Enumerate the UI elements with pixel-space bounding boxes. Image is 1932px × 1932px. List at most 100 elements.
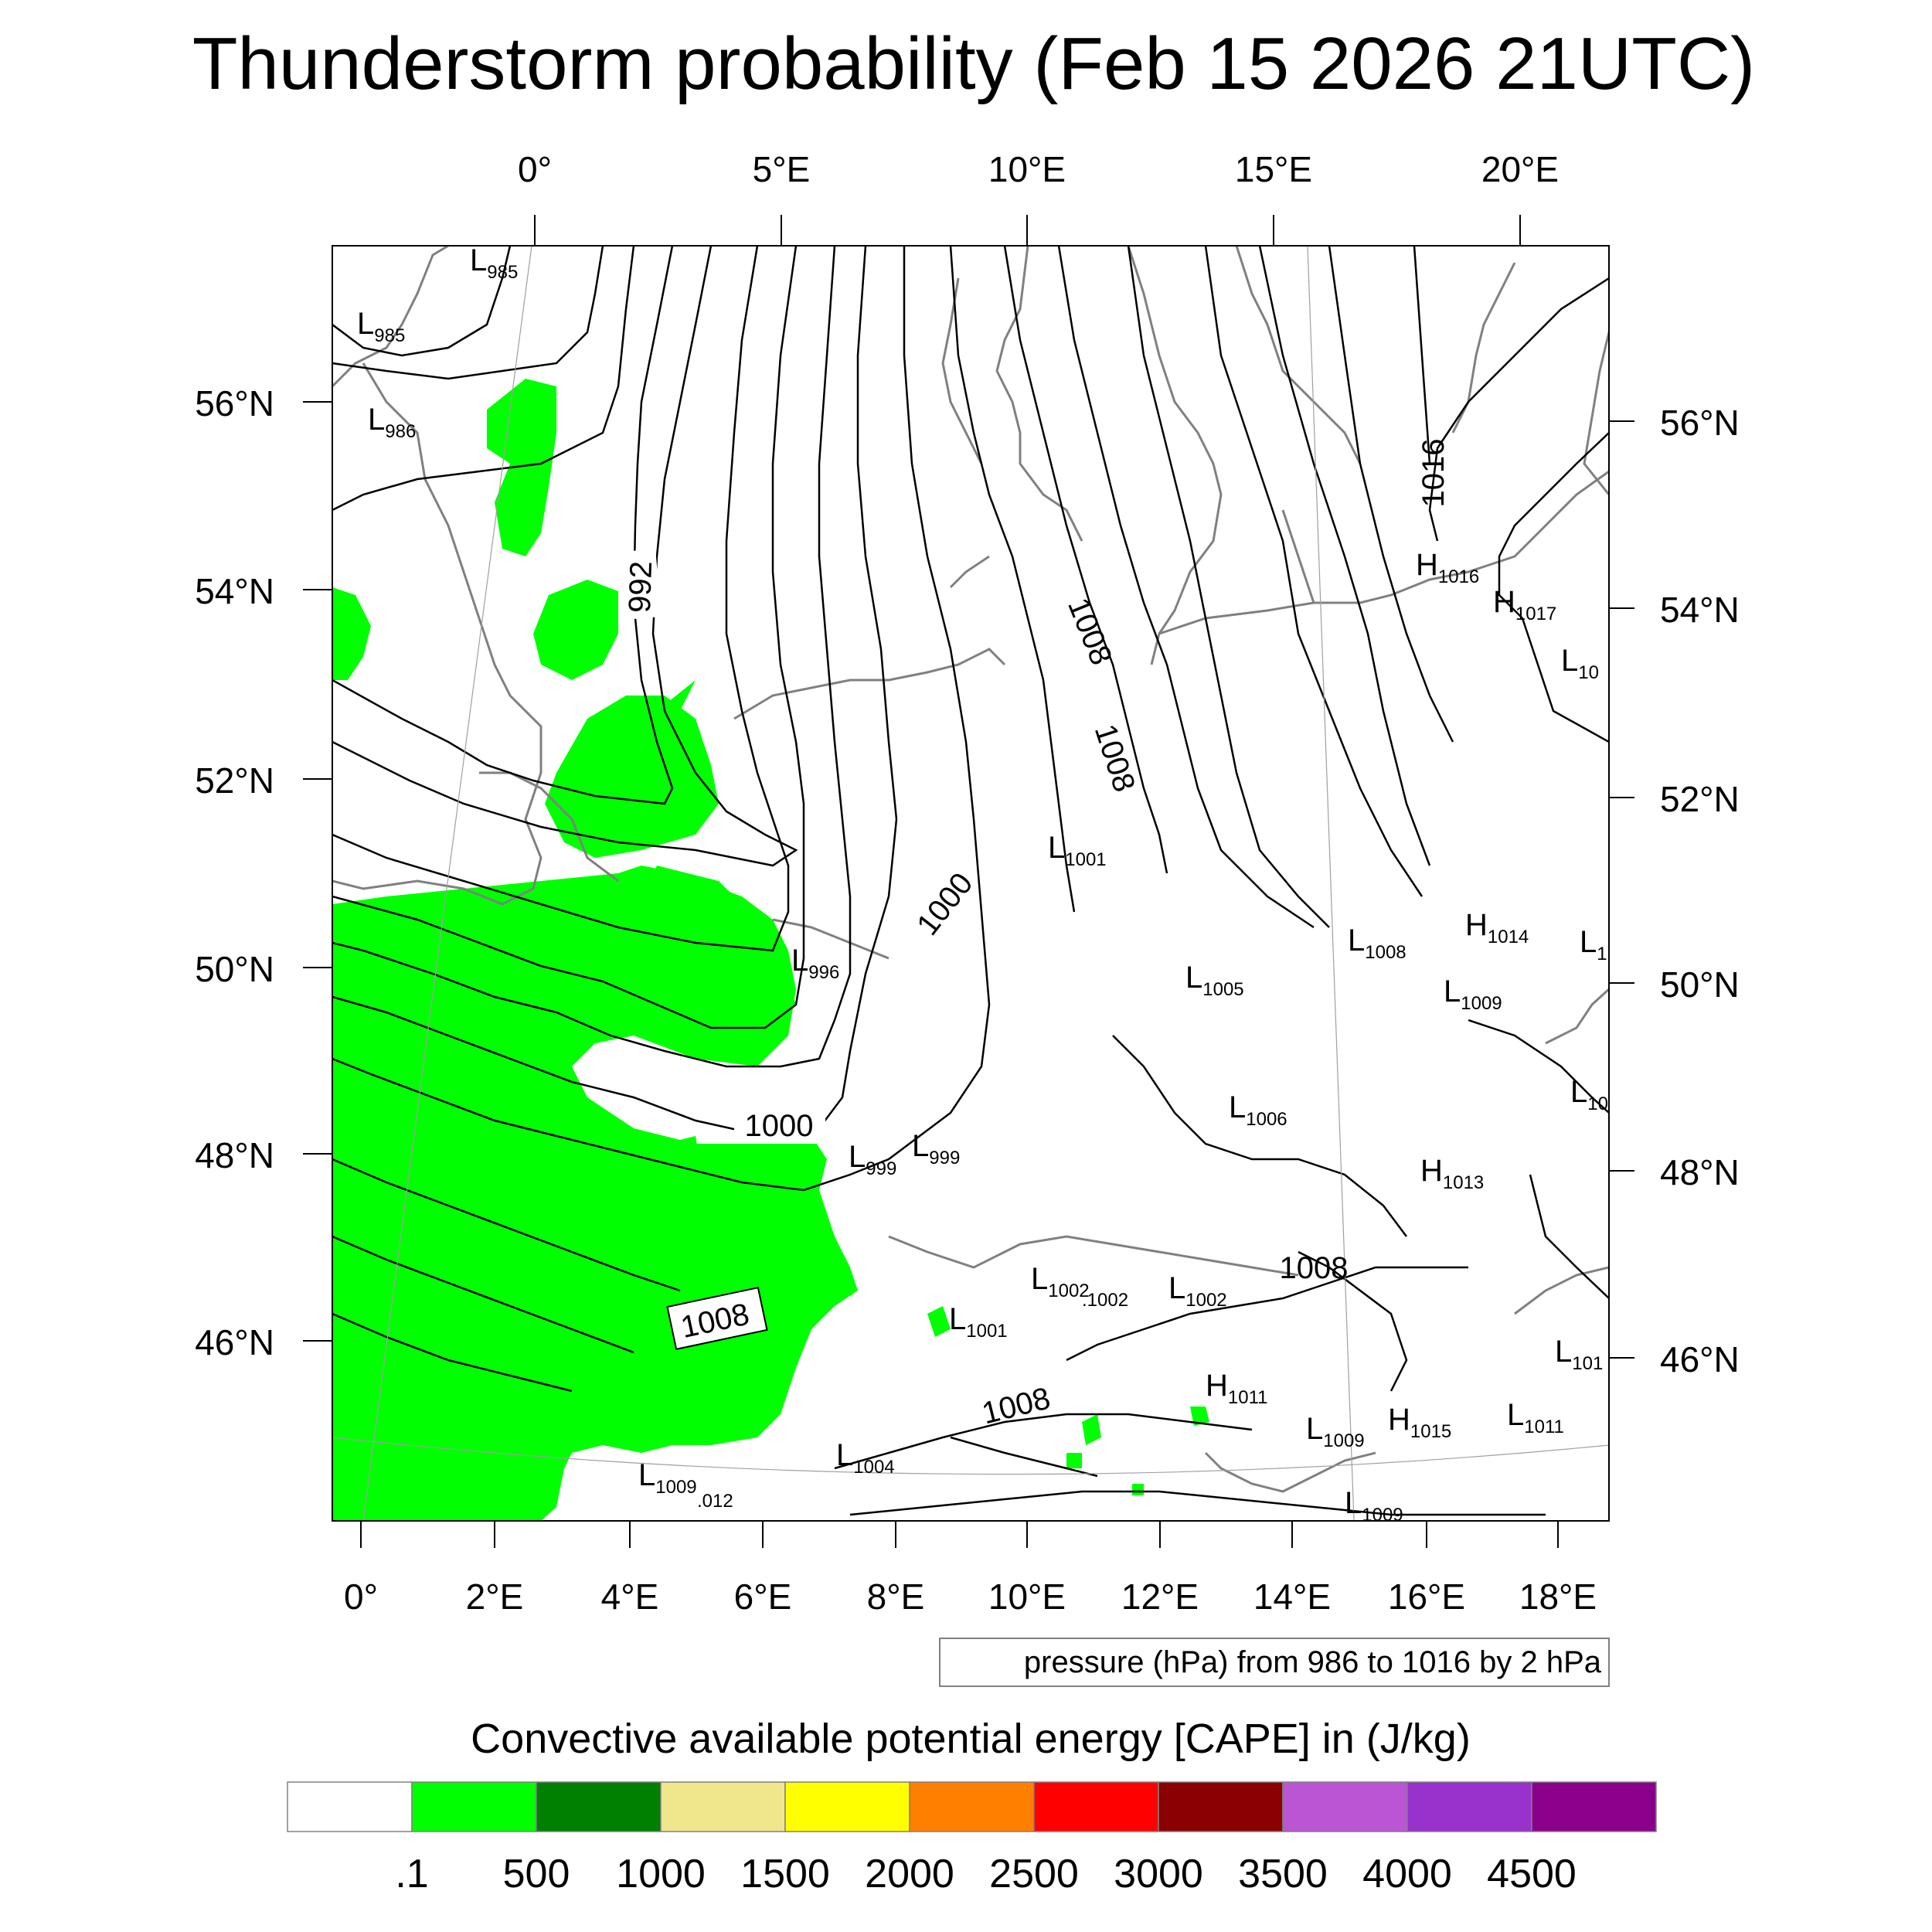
- colorbar-swatch: [1158, 1781, 1284, 1832]
- colorbar-swatch: [1406, 1781, 1532, 1832]
- top-lon-label-2: 10°E: [988, 149, 1066, 189]
- top-lon-label-0: 0°: [518, 149, 552, 189]
- pressure-system-29: L1009: [1345, 1486, 1403, 1526]
- colorbar-swatch: [784, 1781, 910, 1832]
- pressure-system-21: L1001: [949, 1302, 1008, 1342]
- stray-label-1: .1002: [1082, 1290, 1128, 1311]
- isobar-label-1000b: 1000: [745, 1109, 814, 1143]
- pressure-system-27: L1004: [836, 1438, 895, 1478]
- pressure-system-17: L999: [912, 1129, 960, 1168]
- pressure-system-12: L1005: [1185, 961, 1244, 1000]
- colorbar-label: 3500: [1238, 1852, 1328, 1896]
- pressure-system-20: L1002: [1168, 1271, 1227, 1311]
- pressure-system-1: L985: [470, 243, 518, 283]
- pressure-system-6: L10: [1561, 644, 1599, 683]
- colorbar-label: 500: [503, 1852, 570, 1896]
- pressure-system-15: L1006: [1229, 1090, 1287, 1130]
- right-lat-axis: [1609, 420, 1634, 1359]
- left-lat-label-4: 48°N: [195, 1135, 274, 1175]
- map-area: 992 1008 1008 1000 1000 1008 1008 1008 1…: [332, 243, 1609, 1526]
- colorbar-label: 1000: [616, 1852, 706, 1896]
- pressure-system-16: L999: [849, 1140, 896, 1179]
- isobars: [332, 246, 1609, 1516]
- right-lat-label-2: 52°N: [1660, 779, 1740, 819]
- colorbar-label: 2500: [989, 1852, 1079, 1896]
- right-lat-label-4: 48°N: [1660, 1152, 1740, 1192]
- pressure-system-23: H1011: [1206, 1369, 1268, 1408]
- colorbar: [287, 1781, 1657, 1832]
- pressure-system-4: H1016: [1416, 548, 1479, 587]
- colorbar-swatch: [411, 1781, 537, 1832]
- pressure-system-19: L1002: [1031, 1262, 1090, 1301]
- bottom-lon-label-9: 18°E: [1519, 1577, 1597, 1617]
- colorbar-swatch: [1033, 1781, 1159, 1832]
- bottom-lon-label-2: 4°E: [601, 1577, 659, 1617]
- bottom-lon-label-1: 2°E: [466, 1577, 524, 1617]
- colorbar-label: 4000: [1362, 1852, 1452, 1896]
- bottom-lon-label-7: 14°E: [1253, 1577, 1331, 1617]
- pressure-note: pressure (hPa) from 986 to 1016 by 2 hPa: [1024, 1645, 1602, 1679]
- pressure-systems: L985 L985 L986 H1016 H1017 L10 L1001 H10…: [357, 243, 1608, 1526]
- isobar-label-1008e: 1008: [1280, 1251, 1349, 1285]
- left-lat-label-1: 54°N: [195, 571, 274, 611]
- right-lat-label-0: 56°N: [1660, 403, 1740, 443]
- pressure-system-22: L101: [1555, 1335, 1603, 1374]
- colorbar-swatch: [1531, 1781, 1657, 1832]
- colorbar-swatch: [287, 1781, 413, 1832]
- bottom-lon-label-6: 12°E: [1121, 1577, 1199, 1617]
- colorbar-swatch: [660, 1781, 786, 1832]
- pressure-system-24: H1015: [1388, 1403, 1451, 1442]
- colorbar-swatch: [909, 1781, 1035, 1832]
- pressure-system-18: H1013: [1420, 1154, 1484, 1193]
- isobar-labels: 992 1008 1008 1000 1000 1008 1008 1008 1…: [621, 439, 1451, 1430]
- left-lat-label-3: 50°N: [195, 949, 274, 989]
- bottom-lon-label-3: 6°E: [734, 1577, 792, 1617]
- bottom-lon-label-5: 10°E: [988, 1577, 1066, 1617]
- left-lat-label-5: 46°N: [195, 1322, 274, 1362]
- colorbar-label: 3000: [1114, 1852, 1203, 1896]
- pressure-system-25: L1011: [1507, 1398, 1564, 1437]
- top-lon-label-1: 5°E: [753, 149, 811, 189]
- left-lat-axis: [303, 401, 332, 1342]
- graticule: [332, 246, 1609, 1521]
- bottom-lon-label-4: 8°E: [867, 1577, 925, 1617]
- colorbar-label: 1500: [740, 1852, 830, 1896]
- colorbar-title: Convective available potential energy [C…: [471, 1716, 1471, 1762]
- top-lon-label-3: 15°E: [1235, 149, 1312, 189]
- top-lon-label-4: 20°E: [1481, 149, 1559, 189]
- top-lon-axis: [534, 215, 1521, 246]
- bottom-lon-label-8: 16°E: [1388, 1577, 1465, 1617]
- left-lat-label-0: 56°N: [195, 383, 274, 423]
- pressure-system-2: L985: [357, 307, 405, 346]
- colorbar-label: .1: [395, 1852, 428, 1896]
- bottom-lon-label-0: 0°: [344, 1577, 378, 1617]
- right-lat-label-1: 54°N: [1660, 590, 1740, 630]
- colorbar-label: 2000: [865, 1852, 954, 1896]
- colorbar-swatch: [1282, 1781, 1408, 1832]
- map-border: [332, 245, 1610, 1522]
- colorbar-swatch: [536, 1781, 662, 1832]
- isobar-label-992: 992: [623, 560, 658, 613]
- right-lat-label-5: 46°N: [1660, 1339, 1740, 1379]
- pressure-note-box: [939, 1638, 1610, 1687]
- chart-title: Thunderstorm probability (Feb 15 2026 21…: [192, 22, 1755, 105]
- pressure-system-5: H1017: [1493, 585, 1556, 624]
- pressure-system-13: L1009: [1444, 975, 1502, 1014]
- pressure-system-11: L996: [791, 944, 839, 983]
- pressure-system-9: L1008: [1348, 923, 1406, 963]
- pressure-system-8: H1014: [1465, 908, 1529, 947]
- pressure-system-14: L10: [1570, 1075, 1608, 1114]
- pressure-system-10: L1: [1580, 925, 1607, 964]
- colorbar-label: 4500: [1487, 1852, 1577, 1896]
- cape-shading: [332, 379, 1209, 1521]
- left-lat-label-2: 52°N: [195, 760, 274, 801]
- right-lat-label-3: 50°N: [1660, 964, 1740, 1005]
- pressure-system-28: L1009: [638, 1458, 697, 1498]
- isobar-label-1016: 1016: [1417, 439, 1451, 508]
- colorbar-labels: .1 500 1000 1500 2000 2500 3000 3500 4000 4500: [395, 1852, 1577, 1896]
- pressure-system-3: L986: [368, 403, 416, 442]
- pressure-system-26: L1009: [1306, 1412, 1365, 1451]
- stray-label-2: .012: [697, 1491, 733, 1512]
- bottom-lon-axis: [360, 1521, 1559, 1548]
